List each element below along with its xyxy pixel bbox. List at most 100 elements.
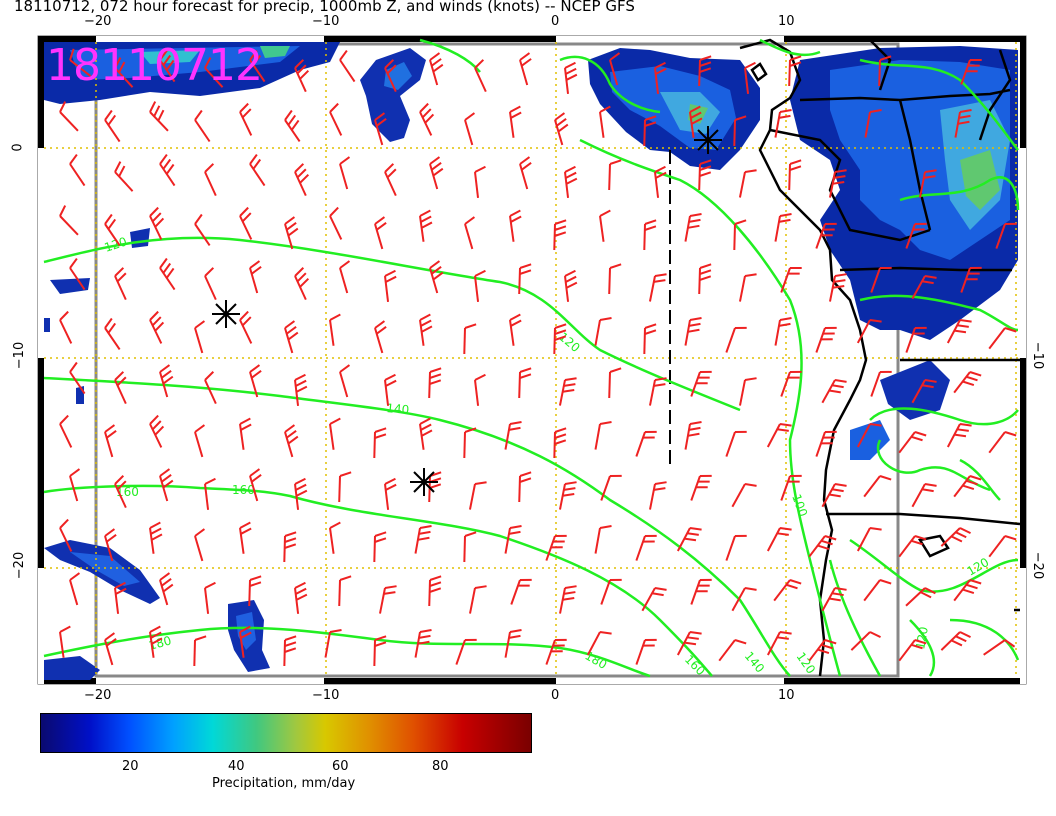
wind-barb	[59, 625, 71, 658]
wind-barb	[193, 635, 207, 667]
bottom-tick: −20	[84, 688, 112, 703]
wind-barb	[731, 483, 757, 508]
wind-barb	[553, 323, 567, 355]
wind-barb	[766, 527, 792, 552]
wind-barb	[856, 527, 882, 552]
pressure-markers	[212, 126, 722, 496]
wind-barb	[294, 163, 310, 197]
wind-barb	[428, 367, 442, 399]
bottom-tick: 0	[551, 688, 560, 703]
wind-barb	[114, 475, 127, 509]
wind-barb	[788, 159, 802, 191]
wind-barb	[104, 109, 121, 143]
wind-barb	[59, 205, 79, 236]
wind-barb	[204, 163, 217, 197]
wind-barb	[469, 585, 487, 614]
wind-barb	[374, 112, 387, 146]
wind-barb	[294, 267, 310, 301]
wind-barb	[553, 427, 567, 459]
wind-barb	[946, 423, 972, 448]
wind-barb	[384, 373, 397, 406]
figure-title: 18110712, 072 hour forecast for precip, …	[14, 0, 635, 15]
wind-barb	[69, 257, 86, 291]
contour-label: 120	[913, 626, 931, 651]
wind-barb	[194, 109, 211, 143]
wind-barb	[608, 263, 622, 295]
top-tick: 0	[551, 14, 560, 29]
wind-barb	[509, 209, 522, 242]
wind-barb	[159, 49, 176, 83]
colorbar-tick: 20	[122, 759, 139, 774]
wind-barb	[114, 57, 134, 88]
wind-barb	[864, 109, 882, 138]
wind-barb	[338, 471, 352, 503]
wind-barb	[159, 153, 176, 187]
wind-barb	[946, 319, 972, 344]
wind-barb	[59, 518, 73, 552]
top-tick: 10	[778, 14, 795, 29]
wind-barb	[690, 578, 712, 605]
wind-barb	[149, 625, 163, 658]
wind-barb	[114, 161, 134, 192]
wind-barb	[509, 105, 522, 138]
wind-barb	[339, 156, 351, 190]
wind-barb	[780, 266, 802, 293]
wind-barb	[564, 165, 578, 198]
wind-barb	[829, 273, 847, 302]
wind-barb	[159, 468, 174, 502]
wind-barb	[586, 631, 612, 656]
wind-barb	[940, 631, 971, 651]
wind-barb	[744, 61, 756, 94]
wind-barb	[384, 163, 397, 197]
wind-barb	[283, 635, 297, 667]
wind-barb	[648, 377, 667, 406]
wind-barb	[504, 628, 522, 658]
wind-barb	[988, 535, 1017, 558]
wind-barb	[504, 524, 522, 554]
wind-barb	[953, 371, 982, 394]
wind-barb	[698, 55, 712, 87]
wind-barb	[733, 219, 747, 251]
wind-barb	[194, 424, 206, 458]
wind-barb	[684, 213, 702, 242]
wind-barb	[863, 579, 892, 602]
wind-barb	[429, 260, 444, 294]
wind-barb	[911, 379, 937, 404]
colorbar-title: Precipitation, mm/day	[212, 776, 356, 791]
wind-barb	[149, 101, 169, 132]
bottom-tick: −10	[312, 688, 340, 703]
contour-label: 120	[103, 234, 129, 254]
colorbar-tick: 40	[228, 759, 245, 774]
wind-barb	[808, 535, 837, 558]
wind-barb	[114, 267, 127, 301]
wind-barb	[988, 327, 1017, 350]
wind-barb	[815, 326, 837, 353]
wind-barb	[870, 370, 892, 397]
wind-barb	[988, 431, 1017, 454]
wind-barb	[519, 156, 532, 190]
wind-barb	[600, 578, 622, 605]
wind-barb	[474, 165, 486, 198]
wind-barb	[474, 269, 486, 302]
wind-barb	[654, 165, 667, 198]
wind-barb	[545, 534, 567, 561]
wind-barb	[428, 575, 442, 607]
wind-barb	[953, 475, 982, 498]
wind-barb	[379, 585, 397, 614]
wind-barb	[283, 531, 297, 563]
wind-barb	[464, 216, 476, 250]
wind-barb	[239, 417, 252, 450]
wind-barb	[898, 639, 927, 662]
bottom-tick: 10	[778, 688, 795, 703]
wind-barb	[69, 468, 81, 502]
wind-barb	[599, 209, 611, 242]
wind-barb	[69, 361, 86, 395]
wind-barb	[519, 52, 532, 86]
wind-barb	[69, 572, 81, 606]
wind-barb	[905, 587, 936, 607]
wind-barb	[545, 638, 567, 665]
wind-barb	[249, 153, 266, 187]
wind-barb	[905, 222, 927, 249]
wind-barb	[429, 156, 444, 190]
wind-barb	[239, 102, 253, 136]
